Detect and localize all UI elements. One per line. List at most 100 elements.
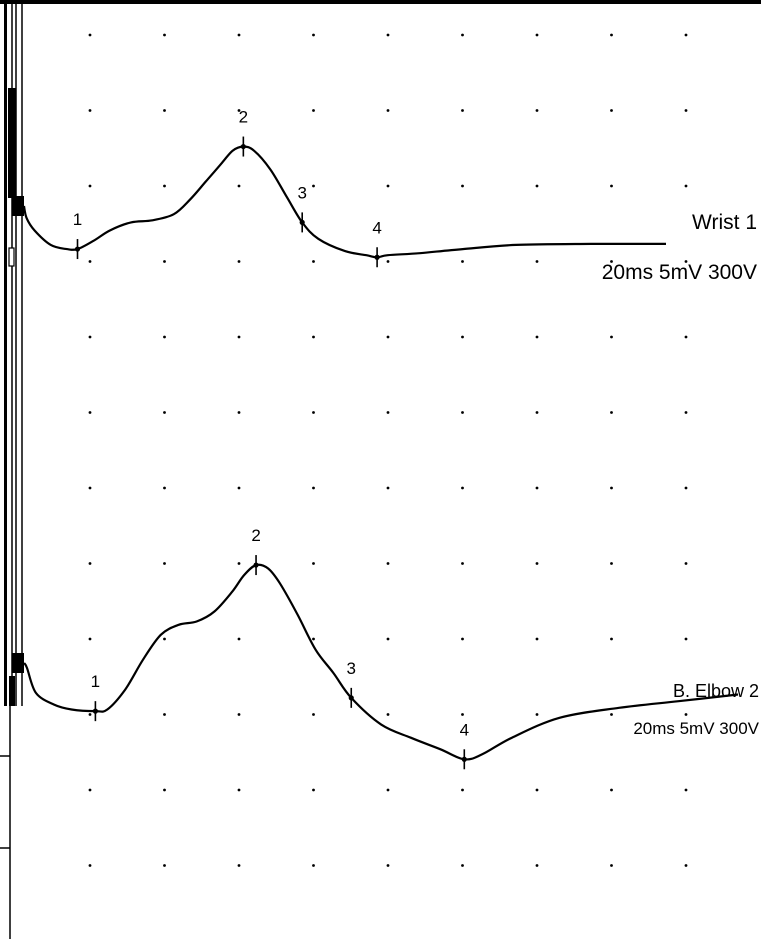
grid-dot <box>88 637 92 641</box>
grid-dot <box>610 788 613 792</box>
grid-dot <box>684 33 688 37</box>
grid-dot <box>237 109 241 112</box>
grid-dot <box>461 562 464 565</box>
stimulus-marker <box>12 196 24 216</box>
grid-dot <box>312 335 315 339</box>
grid-dot <box>88 864 92 867</box>
grid-dot <box>684 184 688 188</box>
grid-dot <box>535 637 539 641</box>
grid-dot <box>163 335 166 339</box>
marker-label: 1 <box>73 210 82 229</box>
grid-dot <box>684 713 688 716</box>
marker-label: 4 <box>372 218 381 237</box>
marker-point <box>348 695 354 701</box>
marker-label: 3 <box>347 659 356 678</box>
grid-dot <box>312 260 315 263</box>
grid-dot <box>610 411 613 414</box>
trace-2-settings: 20ms 5mV 300V <box>633 719 759 738</box>
grid-dot <box>684 109 688 112</box>
grid-dot <box>610 260 613 263</box>
grid-dot <box>88 335 92 339</box>
grid-dot <box>461 864 464 867</box>
grid-dot <box>312 33 315 37</box>
grid-dot <box>312 562 315 565</box>
grid-dot <box>163 109 166 112</box>
grid-dot <box>461 486 464 490</box>
waveform-line <box>22 145 667 259</box>
grid-dot <box>610 109 613 112</box>
grid-dot <box>237 864 241 867</box>
left-rail-block <box>9 676 15 706</box>
grid-dot <box>610 864 613 867</box>
grid-dot <box>535 184 539 188</box>
grid-dot <box>684 486 688 490</box>
grid-dot <box>88 184 92 188</box>
trace-2-name: B. Elbow 2 <box>673 681 759 701</box>
grid-dot <box>535 864 539 867</box>
grid-dot <box>461 260 464 263</box>
grid-dot <box>163 411 166 414</box>
trace-2: 1 2 3 4 <box>12 526 739 770</box>
top-border <box>0 0 761 4</box>
grid-dot <box>386 33 390 37</box>
grid-dot <box>535 335 539 339</box>
grid-dot <box>535 788 539 792</box>
grid-dot <box>684 411 688 414</box>
grid-dot <box>535 486 539 490</box>
marker-label: 2 <box>239 108 248 127</box>
marker-label: 1 <box>91 672 100 691</box>
grid-dot <box>312 713 315 716</box>
grid-dot <box>88 260 92 263</box>
grid-dot <box>386 260 390 263</box>
grid-dot <box>386 109 390 112</box>
grid-dot <box>312 637 315 641</box>
grid-dot <box>88 109 92 112</box>
trace-1-name: Wrist 1 <box>692 211 757 234</box>
trace-1: 1 2 3 4 <box>12 108 667 268</box>
grid-dots <box>88 33 688 867</box>
grid-dot <box>610 637 613 641</box>
grid-dot <box>461 335 464 339</box>
grid-dot <box>610 335 613 339</box>
stimulus-marker <box>12 653 24 673</box>
grid-dot <box>684 335 688 339</box>
grid-dot <box>237 33 241 37</box>
grid-dot <box>163 486 166 490</box>
marker-label: 2 <box>251 526 260 545</box>
grid-dot <box>88 486 92 490</box>
grid-dot <box>535 562 539 565</box>
grid-dot <box>684 562 688 565</box>
grid-dot <box>610 33 613 37</box>
grid-dot <box>88 788 92 792</box>
marker-point <box>374 254 380 260</box>
grid-dot <box>461 33 464 37</box>
grid-dot <box>312 486 315 490</box>
grid-dot <box>237 411 241 414</box>
grid-dot <box>386 864 390 867</box>
grid-dot <box>386 788 390 792</box>
grid-dot <box>237 637 241 641</box>
grid-dot <box>461 788 464 792</box>
marker-point <box>299 219 305 225</box>
grid-dot <box>237 260 241 263</box>
grid-dot <box>386 713 390 716</box>
grid-dot <box>684 864 688 867</box>
grid-dot <box>237 184 241 188</box>
grid-dot <box>386 637 390 641</box>
marker-label: 4 <box>460 720 469 739</box>
marker-point <box>253 562 259 568</box>
grid-dot <box>461 184 464 188</box>
grid-dot <box>535 411 539 414</box>
grid-dot <box>163 713 166 716</box>
grid-dot <box>535 33 539 37</box>
grid-dot <box>535 109 539 112</box>
grid-dot <box>535 713 539 716</box>
marker-point <box>461 756 467 762</box>
grid-dot <box>610 486 613 490</box>
marker-point <box>92 708 98 714</box>
grid-dot <box>88 411 92 414</box>
marker-point <box>240 143 246 150</box>
grid-dot <box>610 713 613 716</box>
